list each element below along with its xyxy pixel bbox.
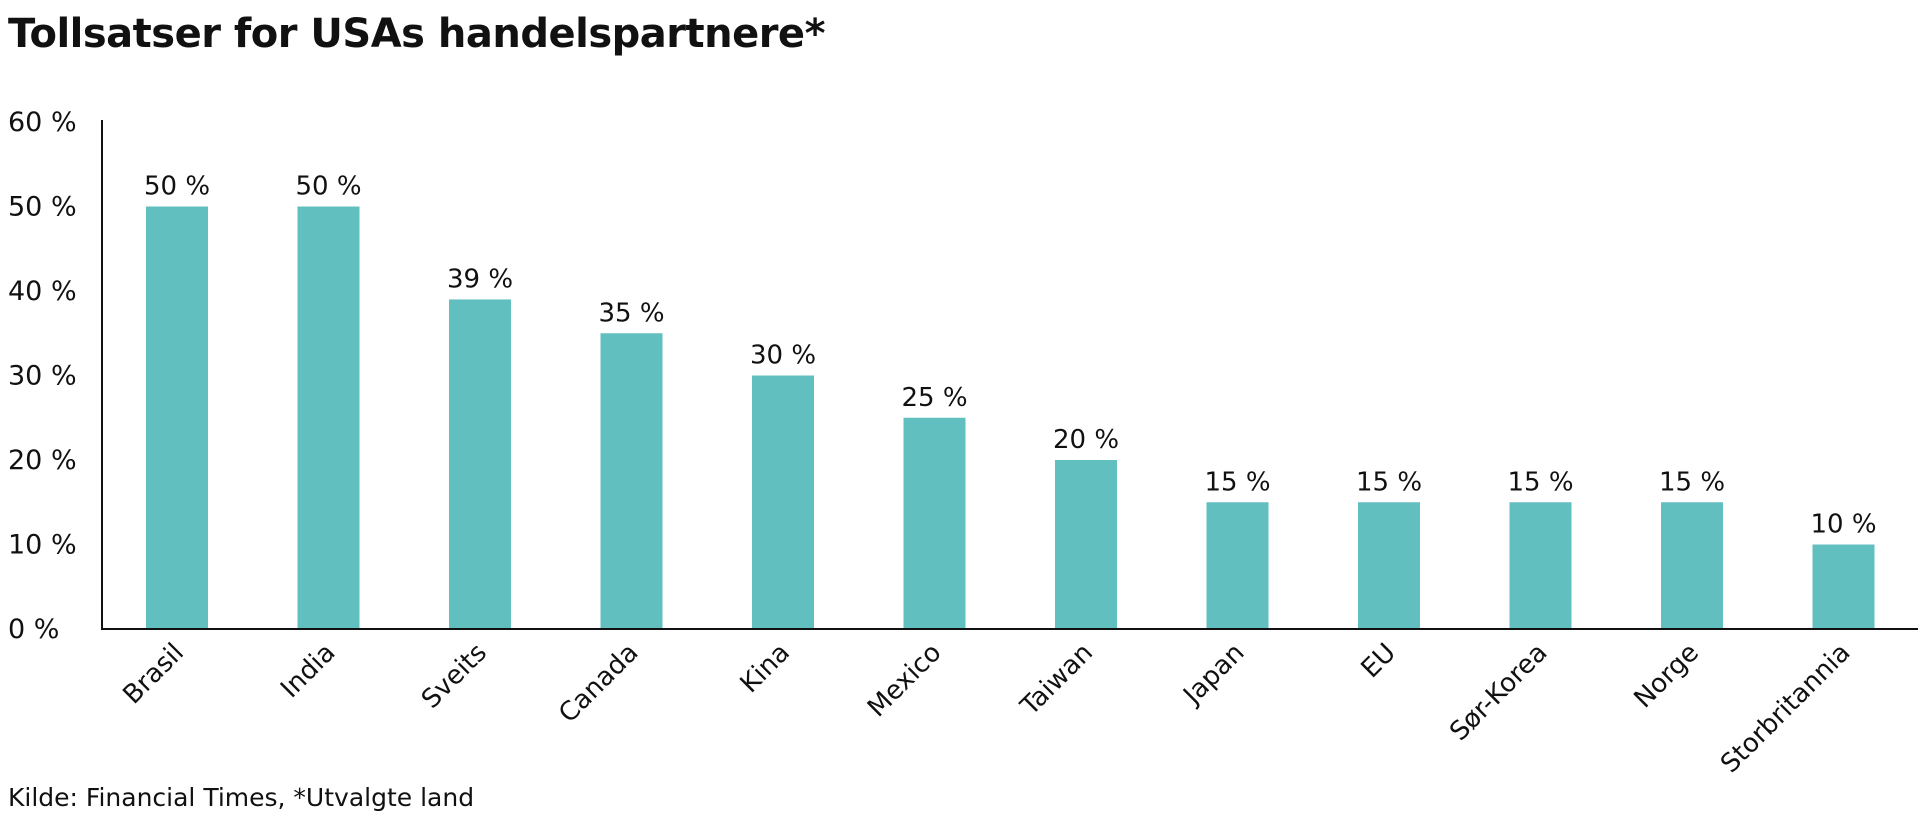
data-label: 35 % [598,298,664,328]
y-tick-label: 30 % [8,361,77,392]
bar-eu [1358,502,1420,629]
data-label: 30 % [750,341,816,371]
bar-brasil [146,206,208,629]
data-label: 15 % [1356,467,1422,497]
x-tick-label: Canada [553,638,644,729]
x-tick-label: Storbritannia [1715,638,1856,779]
bar-norge [1661,502,1723,629]
y-tick-label: 0 % [8,614,59,645]
data-labels: 50 % 50 % 39 % 35 % 30 % 25 % 20 % 15 % 15 % 15 %… [144,172,1877,540]
bar-sveits [449,299,511,629]
data-label: 25 % [901,383,967,413]
x-tick-label: Brasil [118,638,190,710]
x-axis-ticks: Brasil India Sveits Canada Kina Mexico Taiwan J… [118,638,1857,779]
data-label: 15 % [1659,467,1725,497]
bar-kina [752,375,814,629]
bar-taiwan [1055,460,1117,629]
y-tick-label: 20 % [8,445,77,476]
x-tick-label: Sveits [416,638,493,715]
bar-sør-korea [1509,502,1572,629]
bars [146,206,1875,629]
data-label: 39 % [447,264,513,294]
x-tick-label: EU [1356,638,1402,684]
x-tick-label: Norge [1629,638,1705,714]
chart-source: Kilde: Financial Times, *Utvalgte land [8,783,475,812]
y-tick-label: 10 % [8,530,77,561]
y-axis-ticks: 0 % 10 % 20 % 30 % 40 % 50 % 60 % [8,107,77,645]
bar-mexico [903,417,966,629]
chart-title: Tollsatser for USAs handelspartnere* [8,11,825,57]
x-tick-label: Sør-Korea [1444,638,1553,747]
y-tick-label: 50 % [8,192,77,223]
bar-india [297,206,360,629]
bar-japan [1206,502,1269,629]
data-label: 20 % [1053,425,1119,455]
y-tick-label: 60 % [8,107,77,138]
bar-storbritannia [1812,544,1875,629]
x-tick-label: Kina [735,638,796,699]
bar-canada [600,333,663,629]
x-tick-label: Japan [1177,638,1251,712]
data-label: 50 % [144,172,210,202]
data-label: 15 % [1204,467,1270,497]
x-tick-label: Mexico [862,638,947,723]
data-label: 15 % [1507,467,1573,497]
x-tick-label: India [275,638,341,704]
data-label: 50 % [295,172,361,202]
bar-chart: 0 % 10 % 20 % 30 % 40 % 50 % 60 % 50 % 50 % 39 %… [8,107,1918,779]
data-label: 10 % [1810,510,1876,540]
y-tick-label: 40 % [8,276,77,307]
x-tick-label: Taiwan [1015,638,1099,722]
